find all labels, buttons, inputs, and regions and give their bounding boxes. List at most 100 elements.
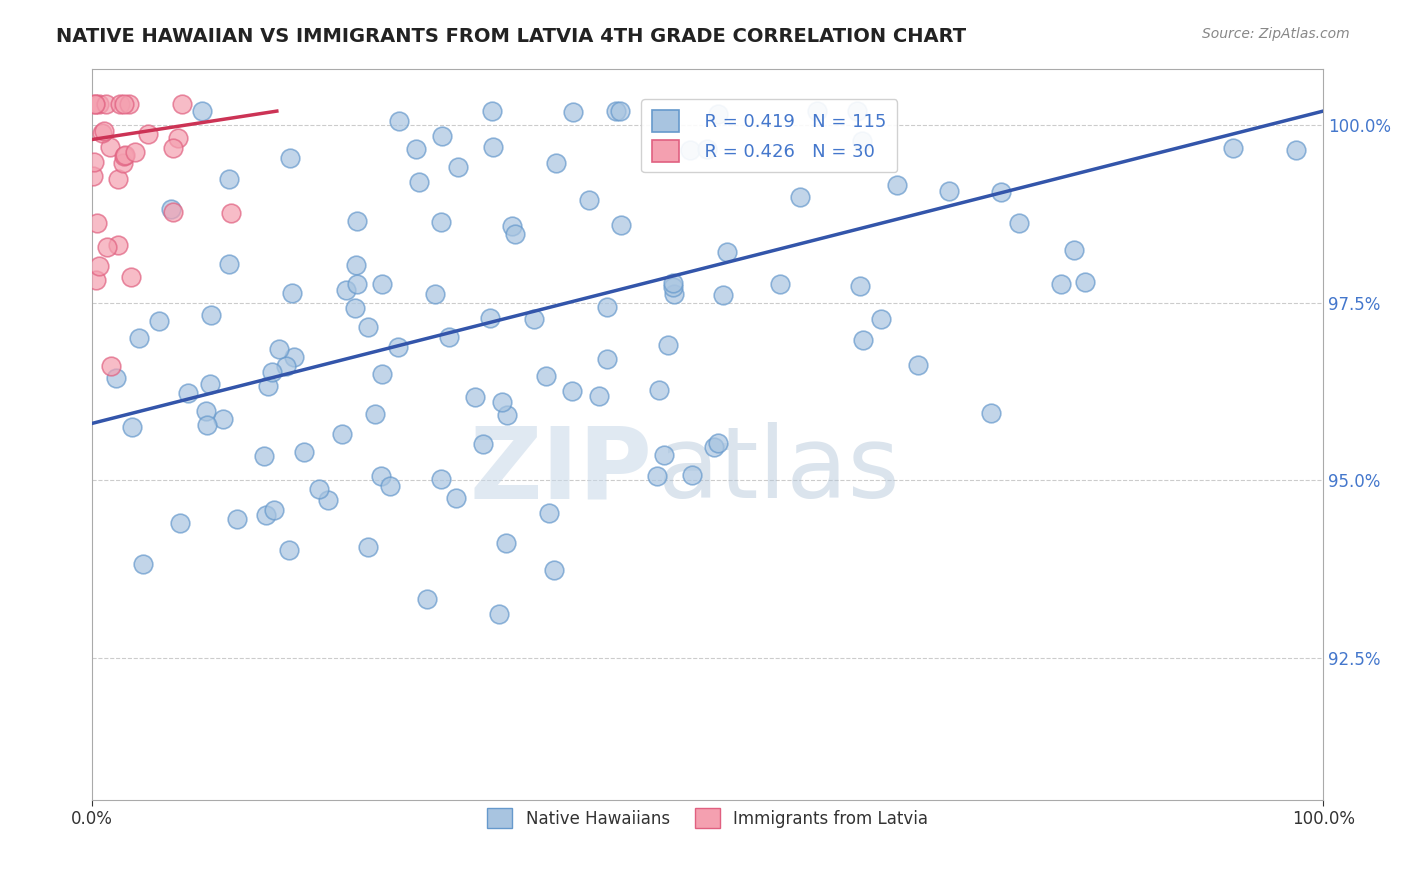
Point [662, 280, 685, 294]
Point [416, 592, 439, 607]
Point [274, 359, 297, 373]
Legend: Native Hawaiians, Immigrants from Latvia: Native Hawaiians, Immigrants from Latvia [481, 801, 935, 835]
Point [107, 171, 129, 186]
Point [496, 408, 519, 422]
Point [254, 508, 277, 522]
Point [1222, 141, 1244, 155]
Point [120, 269, 142, 284]
Point [679, 143, 702, 157]
Point [148, 314, 170, 328]
Point [464, 390, 486, 404]
Point [544, 155, 567, 169]
Point [481, 104, 503, 119]
Point [605, 104, 627, 119]
Point [713, 288, 735, 302]
Point [446, 161, 468, 175]
Point [219, 205, 242, 219]
Point [160, 202, 183, 216]
Point [472, 437, 495, 451]
Point [1050, 277, 1073, 291]
Point [278, 151, 301, 165]
Point [283, 351, 305, 365]
Point [318, 492, 340, 507]
Point [114, 97, 136, 112]
Point [707, 436, 730, 450]
Point [652, 448, 675, 462]
Point [84, 97, 107, 112]
Point [378, 479, 401, 493]
Point [661, 276, 683, 290]
Point [707, 107, 730, 121]
Point [96, 97, 118, 112]
Text: atlas: atlas [658, 422, 900, 519]
Point [852, 333, 875, 347]
Point [437, 330, 460, 344]
Point [169, 516, 191, 531]
Point [357, 540, 380, 554]
Point [388, 114, 411, 128]
Point [1074, 275, 1097, 289]
Point [1008, 216, 1031, 230]
Point [562, 105, 585, 120]
Point [696, 142, 718, 156]
Point [578, 194, 600, 208]
Point [430, 215, 453, 229]
Point [716, 245, 738, 260]
Point [371, 368, 394, 382]
Point [543, 563, 565, 577]
Point [938, 184, 960, 198]
Point [131, 557, 153, 571]
Point [86, 216, 108, 230]
Point [197, 417, 219, 432]
Point [478, 311, 501, 326]
Point [523, 312, 546, 326]
Point [371, 277, 394, 291]
Point [596, 301, 619, 315]
Point [93, 124, 115, 138]
Point [344, 258, 367, 272]
Point [364, 407, 387, 421]
Point [83, 155, 105, 169]
Point [595, 351, 617, 366]
Point [98, 140, 121, 154]
Point [260, 365, 283, 379]
Point [253, 449, 276, 463]
Point [166, 131, 188, 145]
Point [444, 491, 467, 505]
Point [501, 219, 523, 233]
Point [990, 185, 1012, 199]
Point [387, 340, 409, 354]
Point [907, 358, 929, 372]
Point [198, 377, 221, 392]
Point [491, 395, 513, 409]
Point [405, 142, 427, 156]
Point [200, 308, 222, 322]
Point [267, 342, 290, 356]
Point [84, 273, 107, 287]
Point [357, 320, 380, 334]
Point [114, 147, 136, 161]
Point [1063, 243, 1085, 257]
Point [870, 311, 893, 326]
Text: Source: ZipAtlas.com: Source: ZipAtlas.com [1202, 27, 1350, 41]
Point [218, 171, 240, 186]
Point [346, 277, 368, 292]
Point [534, 369, 557, 384]
Point [588, 389, 610, 403]
Point [481, 140, 503, 154]
Point [162, 204, 184, 219]
Point [423, 287, 446, 301]
Point [195, 404, 218, 418]
Point [346, 214, 368, 228]
Point [121, 420, 143, 434]
Point [370, 469, 392, 483]
Point [83, 97, 105, 112]
Point [111, 155, 134, 169]
Point [330, 426, 353, 441]
Point [107, 238, 129, 252]
Point [112, 149, 135, 163]
Point [648, 383, 671, 397]
Point [609, 104, 631, 119]
Point [703, 440, 725, 454]
Point [430, 129, 453, 144]
